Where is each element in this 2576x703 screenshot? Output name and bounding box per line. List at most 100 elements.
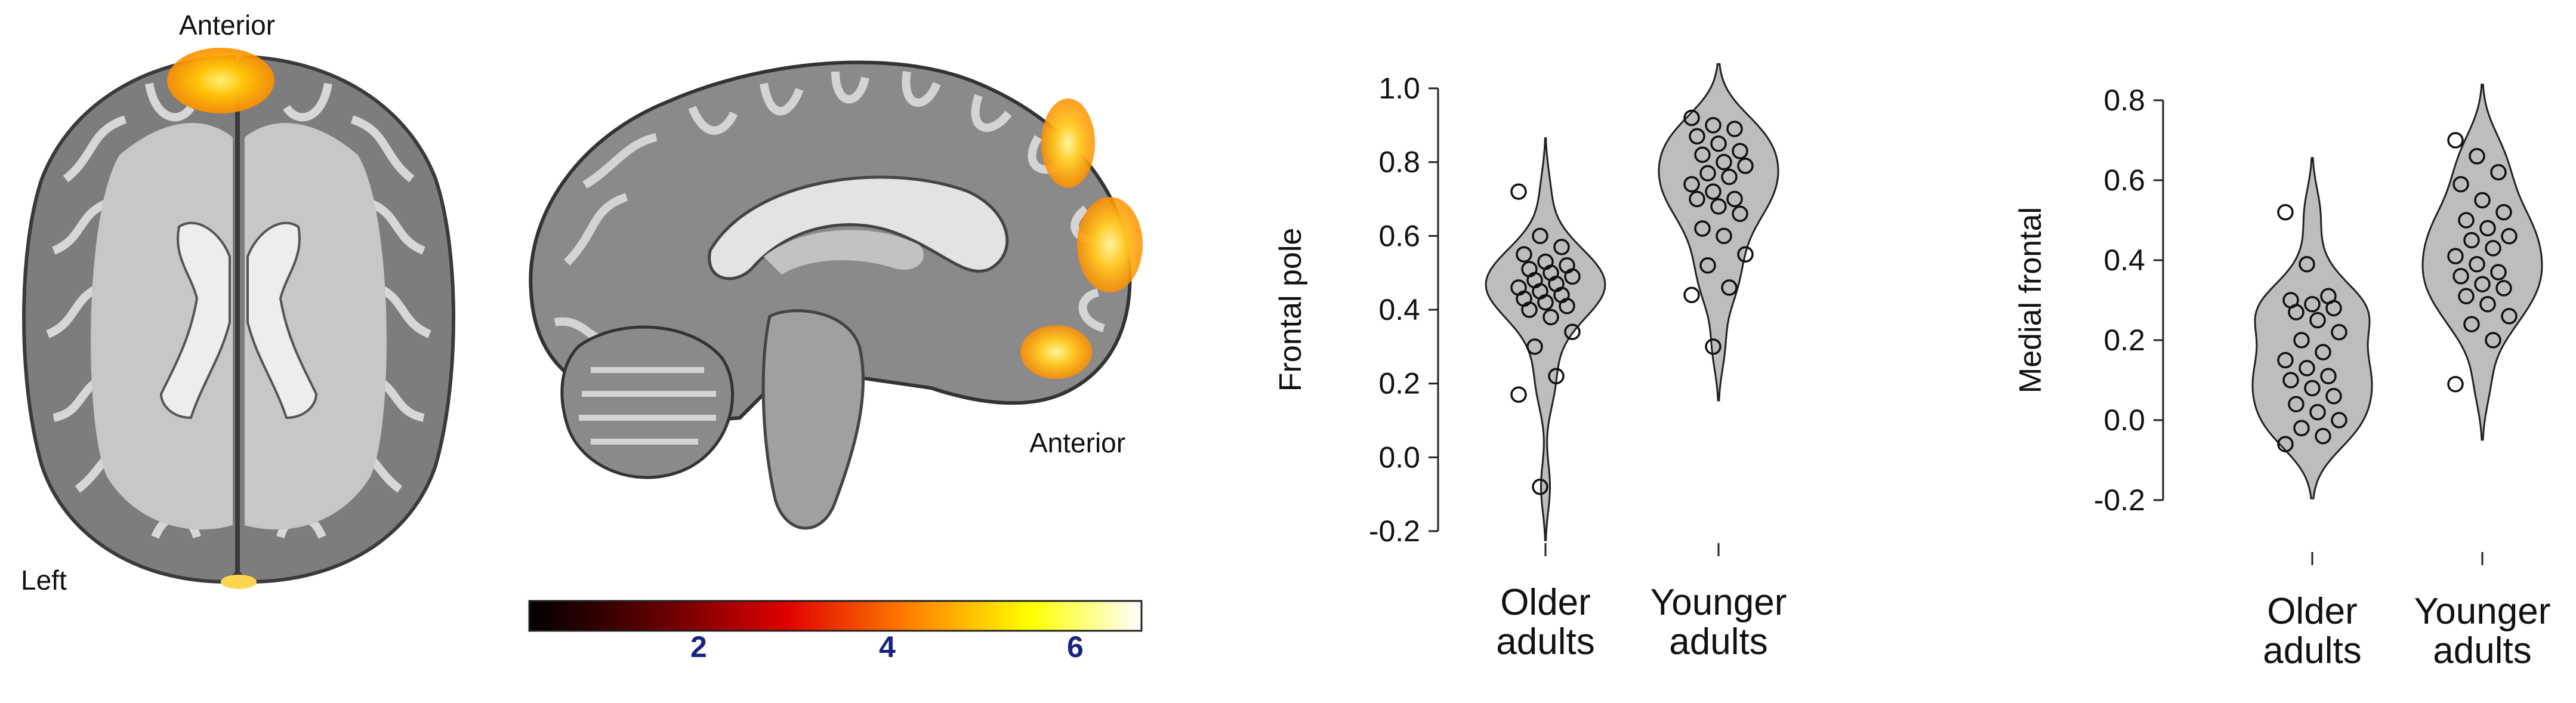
y-tick-label: 0.6 bbox=[2103, 164, 2145, 197]
data-point bbox=[1694, 146, 1711, 164]
data-point bbox=[2447, 375, 2464, 393]
data-point bbox=[2474, 192, 2491, 209]
data-point bbox=[1732, 143, 1748, 159]
x-category-label: Older bbox=[2267, 591, 2358, 632]
violin-shape bbox=[2421, 84, 2543, 441]
data-point bbox=[2277, 204, 2294, 221]
data-point bbox=[2485, 240, 2501, 257]
data-point bbox=[2474, 276, 2491, 292]
axial-activation-blob bbox=[167, 48, 274, 113]
data-point bbox=[1726, 190, 1743, 208]
sagittal-activation-frontal-pole bbox=[1077, 197, 1143, 292]
x-category-label: adults bbox=[2433, 630, 2531, 671]
x-category-label: Younger bbox=[1651, 582, 1787, 623]
data-point bbox=[1721, 279, 1738, 296]
data-point bbox=[2325, 300, 2342, 317]
data-point bbox=[1683, 176, 1700, 193]
x-category-label: Younger bbox=[2414, 591, 2551, 632]
data-point bbox=[2469, 255, 2485, 273]
data-point bbox=[1532, 479, 1548, 495]
y-tick-label: 0.2 bbox=[1378, 367, 1420, 400]
y-tick-label: 0.4 bbox=[1378, 293, 1420, 326]
data-point bbox=[2490, 264, 2507, 280]
colorbar-gradient bbox=[528, 600, 1143, 632]
data-point bbox=[2447, 132, 2464, 149]
data-point bbox=[1705, 338, 1722, 355]
data-point bbox=[2293, 420, 2310, 437]
data-point bbox=[1737, 158, 1754, 174]
data-point bbox=[2463, 232, 2480, 249]
colorbar bbox=[528, 600, 1143, 633]
data-point bbox=[1559, 298, 1575, 314]
data-point bbox=[1689, 190, 1705, 208]
data-point bbox=[2501, 228, 2518, 245]
data-point bbox=[2458, 212, 2475, 229]
data-point bbox=[2331, 412, 2347, 428]
data-point bbox=[1710, 198, 1727, 215]
y-tick-label: 0.8 bbox=[2103, 84, 2145, 117]
data-point bbox=[2485, 332, 2501, 349]
sagittal-activation-ventral bbox=[1020, 325, 1092, 379]
data-point bbox=[2293, 332, 2310, 349]
axial-anterior-label: Anterior bbox=[179, 10, 276, 41]
data-point bbox=[2282, 372, 2299, 388]
data-point bbox=[1548, 368, 1565, 385]
data-point bbox=[2495, 280, 2512, 297]
data-point bbox=[1689, 128, 1705, 145]
data-point bbox=[1705, 183, 1722, 200]
data-point bbox=[2309, 403, 2326, 421]
y-axis-label: Medial frontal bbox=[2013, 207, 2048, 393]
y-tick-label: 1.0 bbox=[1378, 72, 1420, 105]
data-point bbox=[1699, 257, 1716, 274]
x-category-label: adults bbox=[2263, 630, 2361, 671]
data-point bbox=[1716, 227, 1732, 245]
data-point bbox=[1553, 239, 1570, 255]
data-point bbox=[2331, 323, 2347, 341]
y-tick-label: -0.2 bbox=[1369, 514, 1420, 548]
axial-brain-panel: Anterior Left bbox=[0, 0, 477, 597]
data-point bbox=[2479, 295, 2496, 313]
data-point bbox=[2288, 304, 2304, 320]
violin-shape bbox=[1485, 137, 1606, 541]
data-point bbox=[1694, 220, 1711, 237]
data-point bbox=[1737, 246, 1754, 263]
data-point bbox=[2452, 268, 2469, 285]
axial-left-label: Left bbox=[21, 565, 67, 596]
data-point bbox=[1564, 323, 1581, 340]
data-point bbox=[1516, 246, 1532, 263]
colorbar-tick-6: 6 bbox=[1067, 630, 1084, 664]
data-point bbox=[1705, 117, 1722, 134]
colorbar-tick-2: 2 bbox=[690, 630, 707, 664]
data-point bbox=[2495, 204, 2512, 221]
sagittal-brain-panel: Anterior bbox=[513, 36, 1170, 561]
data-point bbox=[1532, 227, 1548, 245]
data-point bbox=[1510, 183, 1527, 200]
data-point bbox=[2304, 295, 2321, 313]
data-point bbox=[1537, 294, 1554, 311]
data-point bbox=[2469, 148, 2485, 165]
sagittal-brain-image bbox=[529, 60, 1143, 530]
y-tick-label: 0.4 bbox=[2103, 243, 2145, 277]
data-point bbox=[1716, 153, 1732, 171]
data-point bbox=[2490, 164, 2507, 181]
data-point bbox=[1721, 168, 1738, 186]
data-point bbox=[2299, 360, 2315, 377]
data-point bbox=[1526, 338, 1543, 355]
y-axis-label: Frontal pole bbox=[1273, 228, 1308, 392]
y-tick-label: 0.6 bbox=[1378, 219, 1420, 252]
violin-shape bbox=[2251, 157, 2373, 500]
data-point bbox=[1521, 301, 1538, 318]
data-point bbox=[2325, 388, 2342, 405]
colorbar-tick-4: 4 bbox=[879, 630, 896, 664]
sagittal-activation-superior bbox=[1041, 98, 1095, 188]
data-point bbox=[2299, 255, 2315, 273]
data-point bbox=[2315, 428, 2331, 445]
data-point bbox=[1510, 386, 1527, 403]
data-point bbox=[1726, 121, 1743, 137]
data-point bbox=[2479, 220, 2496, 237]
sagittal-anterior-label: Anterior bbox=[1029, 427, 1126, 458]
y-tick-label: 0.0 bbox=[1378, 440, 1420, 474]
x-category-label: Older bbox=[1500, 582, 1591, 623]
